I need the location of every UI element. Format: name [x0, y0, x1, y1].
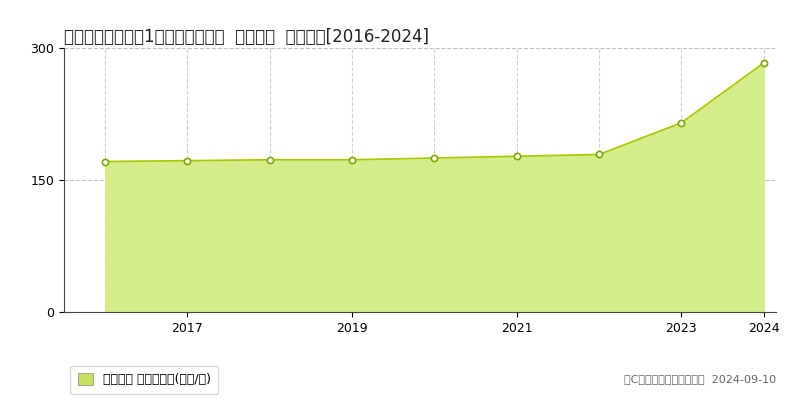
Text: （C）土地価格ドットコム  2024-09-10: （C）土地価格ドットコム 2024-09-10 [624, 374, 776, 384]
Text: 兵庫県尼崎市潮水1丁目８１４番外  地価公示  地価推移[2016-2024]: 兵庫県尼崎市潮水1丁目８１４番外 地価公示 地価推移[2016-2024] [64, 28, 429, 46]
Legend: 地価公示 平均坪単価(万円/坪): 地価公示 平均坪単価(万円/坪) [70, 366, 218, 394]
